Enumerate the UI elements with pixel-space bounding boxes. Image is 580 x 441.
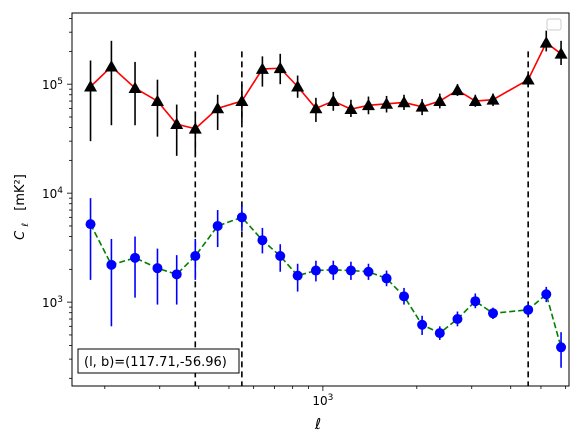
data-point: [361, 98, 375, 111]
data-point: [152, 263, 163, 274]
data-point: [275, 251, 286, 262]
data-point: [188, 122, 202, 134]
data-point: [488, 308, 499, 319]
data-point: [104, 60, 118, 72]
data-point: [468, 94, 482, 106]
data-point: [291, 80, 305, 92]
y-tick-label: 104: [42, 186, 63, 201]
data-point: [541, 289, 552, 300]
data-point: [380, 97, 394, 109]
data-point: [273, 61, 287, 74]
data-point: [556, 342, 567, 353]
data-point: [130, 252, 141, 263]
data-point: [417, 319, 428, 330]
data-point: [170, 117, 184, 130]
data-point: [344, 102, 358, 115]
y-axis-label-main: C: [13, 230, 28, 240]
data-point: [309, 101, 323, 114]
annotation-text: (l, b)=(117.71,-56.96): [84, 355, 227, 370]
y-axis-label-sub: ℓ: [21, 223, 31, 228]
data-point: [470, 296, 481, 307]
data-point: [84, 80, 98, 92]
x-tick-label: 103: [312, 393, 333, 408]
data-point: [106, 259, 117, 270]
data-point: [326, 94, 340, 106]
data-point: [554, 47, 568, 59]
data-point: [450, 83, 464, 96]
annotation-box: (l, b)=(117.71,-56.96): [77, 348, 240, 374]
data-point: [211, 101, 225, 114]
y-tick-label: 103: [42, 295, 63, 310]
legend-box: [546, 18, 562, 31]
data-point: [310, 265, 321, 276]
x-axis-label: ℓ: [314, 415, 321, 433]
data-point: [292, 270, 303, 281]
data-point: [257, 235, 268, 246]
data-point: [397, 95, 411, 108]
data-point: [486, 93, 500, 105]
data-point: [212, 220, 223, 231]
data-point: [128, 81, 142, 94]
data-point: [523, 304, 534, 315]
data-point: [521, 73, 535, 85]
plot-frame: [71, 12, 570, 387]
data-point: [363, 266, 374, 277]
data-point: [150, 94, 164, 106]
plot-background: [72, 13, 569, 386]
data-point: [415, 100, 429, 112]
data-point: [255, 62, 269, 74]
svg-text:C ℓ [mK²]: C ℓ [mK²]: [13, 174, 32, 240]
data-point: [235, 94, 249, 106]
y-axis-label-unit: [mK²]: [13, 174, 28, 211]
data-point: [236, 212, 247, 223]
data-point: [328, 264, 339, 275]
data-point: [171, 269, 182, 280]
plot-layer: [84, 30, 568, 386]
data-point: [85, 219, 96, 230]
data-point: [539, 36, 553, 48]
data-point: [345, 265, 356, 276]
data-point: [434, 328, 445, 339]
data-point: [452, 314, 463, 325]
data-point: [433, 94, 447, 106]
data-point: [381, 273, 392, 284]
y-axis-label: C ℓ [mK²]: [13, 174, 32, 240]
data-point: [190, 251, 201, 262]
data-point: [399, 291, 410, 302]
y-tick-label: 105: [42, 77, 63, 92]
